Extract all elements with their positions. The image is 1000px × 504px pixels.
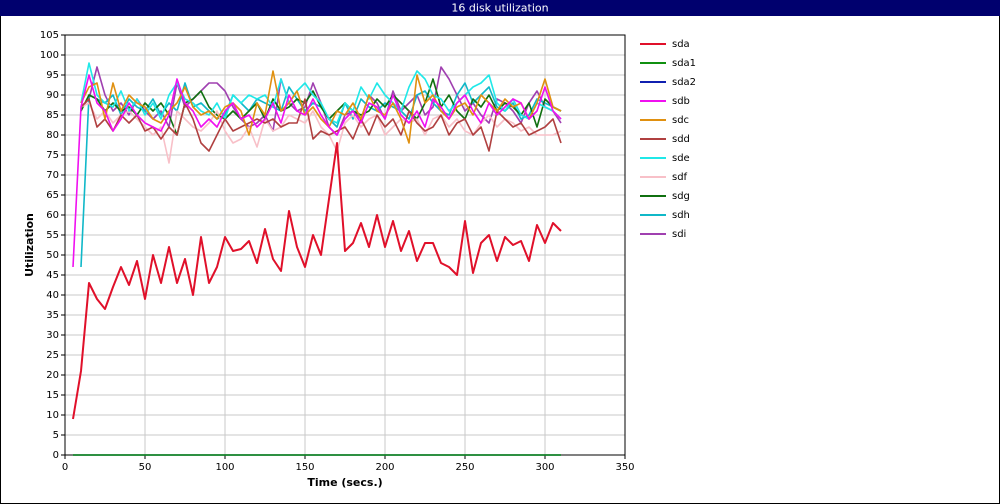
y-tick-label: 50 <box>46 250 59 261</box>
y-tick-label: 95 <box>46 70 59 81</box>
series-line <box>72 142 562 420</box>
title-bar <box>0 0 1000 16</box>
series-line <box>80 98 562 152</box>
y-tick-label: 90 <box>46 90 59 101</box>
y-tick-label: 45 <box>46 270 59 281</box>
legend-label: sdf <box>672 172 688 183</box>
x-axis-label: Time (secs.) <box>307 476 382 489</box>
y-tick-label: 40 <box>46 290 59 301</box>
x-tick-label: 250 <box>455 462 474 473</box>
x-tick-label: 350 <box>615 462 634 473</box>
x-tick-label: 300 <box>535 462 554 473</box>
legend-label: sdd <box>672 134 690 145</box>
y-tick-label: 5 <box>53 430 59 441</box>
y-tick-label: 25 <box>46 350 59 361</box>
legend-label: sdg <box>672 191 690 202</box>
chart-title: 16 disk utilization <box>451 2 548 15</box>
legend-label: sda2 <box>672 77 696 88</box>
series-line <box>80 78 562 136</box>
y-tick-label: 60 <box>46 210 59 221</box>
y-tick-label: 0 <box>53 450 59 461</box>
legend-label: sdc <box>672 115 689 126</box>
y-tick-label: 75 <box>46 150 59 161</box>
legend-label: sda1 <box>672 58 696 69</box>
series-line <box>80 62 562 124</box>
legend-label: sda <box>672 39 690 50</box>
y-tick-label: 20 <box>46 370 59 381</box>
legend-label: sde <box>672 153 690 164</box>
y-tick-label: 70 <box>46 170 59 181</box>
legend-label: sdh <box>672 210 690 221</box>
y-axis-label: Utilization <box>23 213 36 277</box>
x-tick-label: 150 <box>295 462 314 473</box>
y-tick-label: 105 <box>40 30 59 41</box>
y-tick-label: 30 <box>46 330 59 341</box>
y-tick-label: 65 <box>46 190 59 201</box>
x-tick-label: 50 <box>139 462 152 473</box>
y-tick-label: 100 <box>40 50 59 61</box>
y-tick-label: 10 <box>46 410 59 421</box>
x-tick-label: 100 <box>215 462 234 473</box>
series-line <box>72 74 562 268</box>
legend-label: sdi <box>672 229 686 240</box>
y-tick-label: 85 <box>46 110 59 121</box>
y-tick-label: 80 <box>46 130 59 141</box>
x-tick-label: 0 <box>62 462 68 473</box>
y-tick-label: 15 <box>46 390 59 401</box>
y-tick-label: 35 <box>46 310 59 321</box>
legend-label: sdb <box>672 96 690 107</box>
x-tick-label: 200 <box>375 462 394 473</box>
y-tick-label: 55 <box>46 230 59 241</box>
series-line <box>80 70 562 144</box>
